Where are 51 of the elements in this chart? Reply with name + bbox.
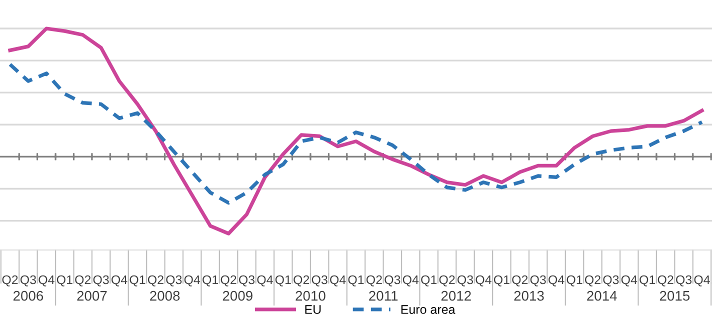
x-tick-label: Q4: [257, 275, 273, 286]
x-tick-label: Q2: [584, 275, 600, 286]
x-tick-label: Q2: [366, 275, 382, 286]
x-tick-label: Q4: [694, 275, 710, 286]
text: 2009: [222, 290, 252, 301]
x-tick-label: Q4: [548, 275, 564, 286]
x-tick-label: Q4: [621, 275, 638, 286]
x-tick-label: Q2: [2, 275, 18, 286]
x-tick-label: Q3: [20, 275, 36, 286]
x-tick-label: Q1: [348, 275, 364, 286]
x-tick-label: Q2: [658, 275, 674, 286]
x-tick-label: Q3: [312, 275, 328, 286]
x-tick-label: Q2: [294, 275, 310, 286]
text: 2012: [441, 290, 471, 301]
x-tick-label: Q1: [275, 275, 291, 286]
x-tick-label: Q1: [566, 275, 582, 286]
x-tick-label: Q2: [439, 275, 455, 286]
x-tick-label: Q4: [330, 275, 346, 286]
x-tick-label: Q3: [238, 275, 255, 286]
x-tick-label: Q2: [75, 275, 91, 286]
x-tick-label: Q2: [220, 275, 236, 286]
x-tick-label: Q2: [512, 275, 528, 286]
x-tick-label: Q3: [166, 275, 182, 286]
x-tick-label: Q3: [93, 275, 109, 286]
text: 2007: [77, 290, 107, 301]
x-tick-label: Q2: [148, 275, 164, 286]
text: 2011: [369, 290, 398, 301]
text: 2015: [660, 290, 690, 301]
text: 2006: [13, 290, 44, 301]
x-tick-label: Q1: [202, 275, 218, 286]
x-tick-label: Q4: [402, 275, 419, 286]
legend-label: Euro area: [401, 305, 456, 314]
text: 2010: [296, 290, 326, 301]
x-tick-label: Q1: [494, 275, 510, 286]
x-tick-label: Q1: [56, 275, 72, 286]
x-tick-label: Q1: [421, 275, 437, 286]
x-tick-label: Q1: [130, 275, 146, 286]
x-tick-label: Q3: [384, 275, 400, 286]
x-tick-label: Q3: [530, 275, 546, 286]
x-tick-label: Q4: [112, 275, 128, 286]
x-tick-label: Q4: [38, 275, 54, 286]
legend-label: EU: [305, 305, 321, 314]
x-tick-label: Q3: [676, 275, 692, 286]
x-tick-label: Q3: [603, 275, 619, 286]
x-tick-label: Q3: [458, 275, 474, 286]
text: 2013: [514, 290, 544, 301]
text: 2014: [587, 290, 617, 301]
x-tick-label: Q4: [184, 275, 200, 286]
text: 2008: [150, 290, 180, 301]
x-tick-label: Q4: [476, 275, 492, 286]
x-tick-label: Q1: [640, 275, 656, 286]
